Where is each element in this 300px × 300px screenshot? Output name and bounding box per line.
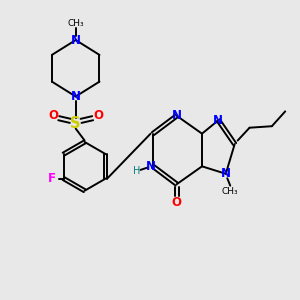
Text: N: N: [213, 114, 224, 127]
Text: CH₃: CH₃: [222, 187, 238, 196]
Text: O: O: [93, 109, 103, 122]
Text: O: O: [48, 109, 59, 122]
Text: N: N: [71, 34, 81, 46]
Text: S: S: [70, 116, 81, 131]
Text: N: N: [146, 160, 156, 173]
Text: CH₃: CH₃: [68, 19, 84, 28]
Text: H: H: [133, 166, 140, 176]
Text: O: O: [172, 196, 182, 208]
Text: N: N: [221, 167, 231, 180]
Text: F: F: [48, 172, 56, 185]
Text: N: N: [172, 109, 182, 122]
Text: N: N: [71, 90, 81, 103]
